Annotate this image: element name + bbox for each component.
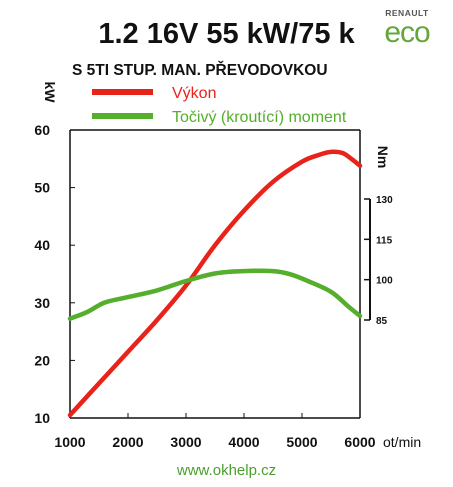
y-tick-label: 20 (34, 352, 50, 368)
legend-label: Výkon (172, 85, 216, 102)
legend-label: Točivý (kroutící) moment (172, 109, 347, 126)
x-tick-label: 1000 (54, 434, 85, 450)
power-series-line (67, 149, 363, 418)
x-tick-label: 4000 (228, 434, 259, 450)
y-tick-label: 60 (34, 122, 50, 138)
chart-legend: Výkon Točivý (kroutící) moment (92, 85, 347, 126)
y-tick-label: 40 (34, 237, 50, 253)
x-tick-label: 2000 (112, 434, 143, 450)
x-tick-label: 5000 (286, 434, 317, 450)
torque-series-line (67, 268, 363, 321)
chart-axes (69, 129, 371, 419)
chart-title: 1.2 16V 55 kW/75 k (98, 18, 355, 50)
chart-ticks: 1000 2000 3000 4000 5000 6000 10 20 30 40 50 60 85 10… (34, 82, 421, 451)
x-tick-label: 3000 (170, 434, 201, 450)
x-axis-label: ot/min (383, 434, 421, 450)
y-axis-label: kW (42, 82, 58, 104)
y2-tick-label: 85 (376, 316, 388, 327)
chart-series (67, 149, 363, 418)
y2-tick-label: 115 (376, 235, 393, 246)
y-tick-label: 30 (34, 295, 50, 311)
x-tick-label: 6000 (344, 434, 375, 450)
footer-url: www.okhelp.cz (176, 462, 277, 479)
y-tick-label: 10 (34, 410, 50, 426)
y2-tick-label: 100 (376, 276, 393, 287)
chart-subtitle: S 5TI STUP. MAN. PŘEVODOVKOU (72, 62, 328, 79)
brand-name: RENAULT (385, 8, 429, 18)
y2-tick-label: 130 (376, 195, 393, 206)
eco-logo-text: eco (384, 16, 430, 49)
y2-axis-label: Nm (375, 146, 391, 169)
y-tick-label: 50 (34, 180, 50, 196)
renault-eco-logo: RENAULT eco (371, 8, 443, 48)
